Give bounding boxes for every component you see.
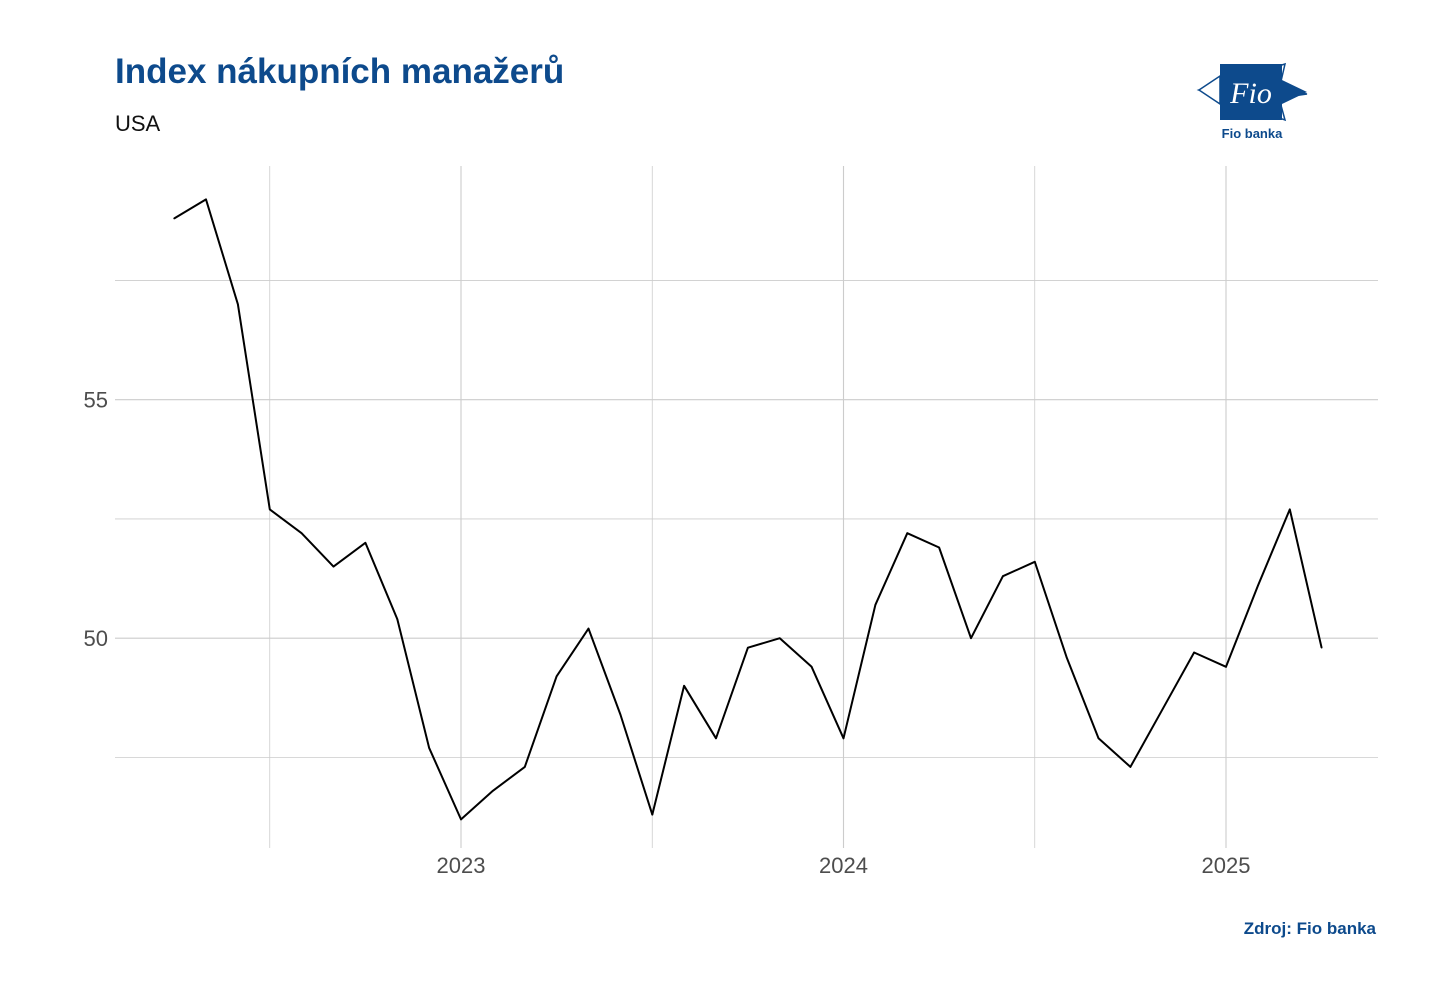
data-point bbox=[874, 603, 877, 606]
fio-flag-icon: Fio Fio banka bbox=[1196, 62, 1308, 141]
data-point bbox=[300, 532, 303, 535]
data-point bbox=[428, 747, 430, 749]
data-point bbox=[1161, 708, 1164, 711]
data-point bbox=[460, 818, 462, 821]
logo-mark: Fio bbox=[1229, 77, 1272, 110]
data-point bbox=[1320, 646, 1323, 649]
data-point bbox=[1288, 508, 1291, 511]
data-point bbox=[173, 217, 175, 220]
data-point bbox=[268, 508, 271, 511]
data-point bbox=[492, 789, 494, 792]
data-point bbox=[587, 627, 590, 630]
data-point bbox=[523, 766, 526, 768]
data-point bbox=[1065, 656, 1068, 659]
data-point bbox=[651, 813, 654, 816]
grid bbox=[115, 166, 1378, 848]
data-point bbox=[205, 198, 207, 201]
data-point bbox=[970, 637, 972, 639]
data-point bbox=[619, 713, 622, 716]
data-point bbox=[938, 546, 940, 549]
data-point bbox=[1193, 651, 1195, 654]
data-point bbox=[810, 665, 813, 668]
y-tick-label: 55 bbox=[84, 388, 108, 413]
data-point bbox=[1257, 584, 1259, 587]
data-point bbox=[842, 737, 845, 740]
series-layer bbox=[173, 198, 1323, 821]
data-point bbox=[1002, 575, 1004, 577]
x-tick-label: 2023 bbox=[437, 853, 486, 878]
y-tick-label: 50 bbox=[84, 626, 108, 651]
data-point bbox=[396, 618, 399, 620]
data-point bbox=[1129, 766, 1132, 768]
data-point bbox=[715, 737, 717, 740]
x-tick-label: 2024 bbox=[819, 853, 868, 878]
data-point bbox=[332, 565, 335, 568]
logo-label: Fio banka bbox=[1222, 126, 1283, 141]
source-caption: Zdroj: Fio banka bbox=[1243, 919, 1376, 938]
data-point bbox=[1097, 737, 1100, 740]
fio-banka-logo: Fio Fio banka bbox=[1195, 58, 1310, 144]
data-point bbox=[1033, 561, 1036, 563]
x-axis-ticks: 2023 2024 2025 bbox=[437, 853, 1251, 878]
data-point bbox=[364, 541, 367, 544]
y-axis-ticks: 50 55 bbox=[84, 388, 108, 651]
data-point bbox=[555, 675, 558, 678]
chart-subtitle: USA bbox=[115, 111, 161, 136]
chart-title: Index nákupních manažerů bbox=[115, 52, 565, 91]
data-point bbox=[906, 532, 909, 535]
data-point bbox=[747, 646, 749, 649]
data-point bbox=[683, 685, 685, 687]
x-tick-label: 2025 bbox=[1202, 853, 1251, 878]
data-point bbox=[1225, 665, 1227, 668]
data-point bbox=[778, 637, 781, 639]
data-point bbox=[237, 303, 239, 306]
series-line bbox=[173, 198, 1323, 821]
